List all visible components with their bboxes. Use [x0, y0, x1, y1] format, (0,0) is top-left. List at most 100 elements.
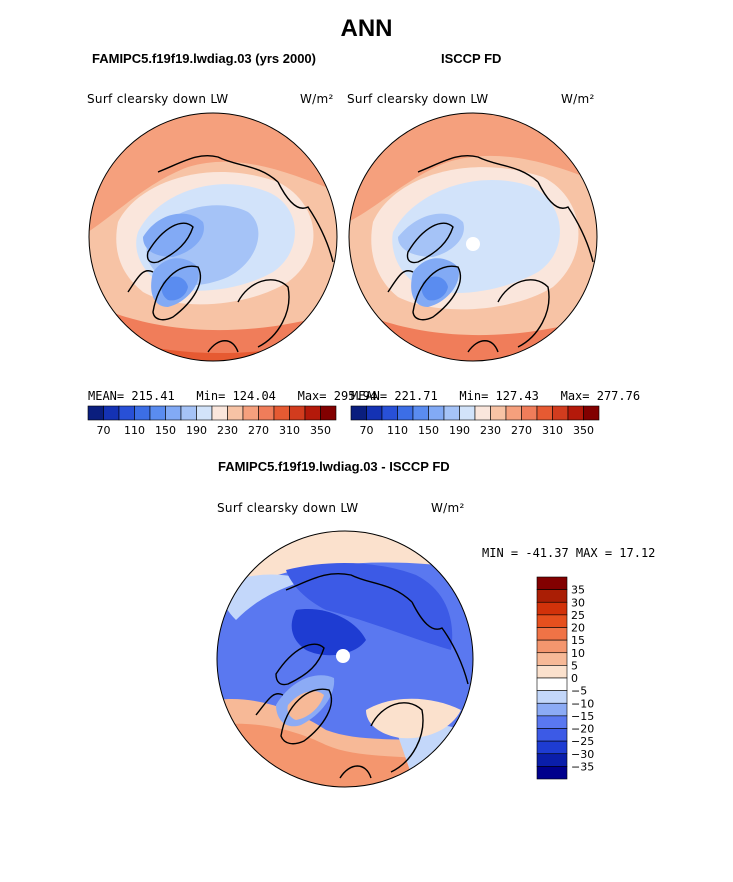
colorbar-diff-tick-label: −5	[571, 685, 587, 698]
colorbar-obs-swatch	[397, 405, 414, 421]
colorbar-model-swatch	[289, 405, 306, 421]
map-obs-pole-hole	[466, 237, 480, 251]
map-obs-coastlines	[387, 155, 594, 353]
colorbar-model-tick-label: 310	[279, 424, 300, 437]
map-diff-pole-hole	[336, 649, 350, 663]
map-diff-field-coldest	[291, 609, 366, 656]
map-obs-field-archipelago	[398, 213, 464, 257]
panel3-units: W/m²	[431, 501, 465, 515]
colorbar-obs-swatch	[412, 405, 429, 421]
colorbar-obs-swatch	[443, 405, 460, 421]
colorbar-diff-swatch	[536, 576, 568, 590]
panel2-variable: Surf clearsky down LW	[347, 92, 489, 106]
colorbar-diff-tick-label: 10	[571, 647, 585, 660]
panel2-mean: 221.71	[394, 389, 438, 403]
panel1-max: 295.94	[333, 389, 378, 403]
colorbar-diff-tick-label: −15	[571, 710, 594, 723]
colorbar-model-swatch	[118, 405, 135, 421]
colorbar-obs-swatch	[521, 405, 538, 421]
colorbar-model-swatch	[258, 405, 275, 421]
panel1-units: W/m²	[300, 92, 334, 106]
map-diff-field-greenland-warm	[287, 691, 324, 720]
colorbar-model-swatch	[149, 405, 166, 421]
panel1-heading: FAMIPC5.f19f19.lwdiag.03 (yrs 2000)	[92, 51, 316, 66]
panel2-min-label: Min=	[459, 389, 489, 403]
colorbar-obs-swatch	[459, 405, 476, 421]
colorbar-obs-tick-label: 270	[511, 424, 532, 437]
colorbar-model-swatch	[242, 405, 259, 421]
panel3-heading: FAMIPC5.f19f19.lwdiag.03 - ISCCP FD	[218, 459, 450, 474]
colorbar-diff-swatch	[536, 728, 568, 742]
colorbar-diff-swatch	[536, 766, 568, 780]
map-obs-field-greenland-core	[421, 276, 448, 301]
panel1-stats: MEAN= 215.41 Min= 124.04 Max= 295.94	[88, 389, 377, 403]
colorbar-obs-tick-label: 150	[418, 424, 439, 437]
panel1-mean-label: MEAN=	[88, 389, 125, 403]
colorbar-diff-tick-label: 35	[571, 584, 585, 597]
colorbar-model-swatch	[196, 405, 213, 421]
colorbar-diff-tick-label: 5	[571, 659, 578, 672]
colorbar-diff-swatch	[536, 601, 568, 616]
map-model	[88, 112, 338, 362]
panel1-min: 124.04	[232, 389, 276, 403]
colorbar-model-tick-label: 350	[310, 424, 331, 437]
map-diff-coastlines	[255, 573, 469, 779]
colorbar-model-tick-label: 110	[124, 424, 145, 437]
colorbar-model-swatch	[103, 405, 120, 421]
map-diff	[216, 530, 474, 788]
colorbar-model-tick-label: 150	[155, 424, 176, 437]
colorbar-diff-tick-label: −30	[571, 748, 594, 761]
colorbar-diff-tick-label: 20	[571, 622, 585, 635]
colorbar-diff-tick-label: 0	[571, 672, 578, 685]
map-obs-field-warm-north	[349, 113, 597, 222]
map-model-field-greenland-core	[161, 276, 188, 301]
colorbar-model-swatch	[180, 405, 197, 421]
panel2-mean-label: MEAN=	[351, 389, 388, 403]
map-diff-field-europe	[366, 698, 461, 739]
map-obs-border	[348, 112, 598, 362]
map-diff-border	[216, 530, 474, 788]
colorbar-diff-tick-label: 30	[571, 596, 585, 609]
panel2-min: 127.43	[495, 389, 539, 403]
colorbar-model-swatch	[87, 405, 104, 421]
colorbar-diff-swatch	[536, 715, 568, 729]
panel2-units: W/m²	[561, 92, 595, 106]
page-title: ANN	[340, 15, 393, 42]
colorbar-obs-swatch	[381, 405, 398, 421]
colorbar-model-tick-label: 230	[217, 424, 238, 437]
colorbar-diff-swatch	[536, 740, 568, 755]
colorbar-obs-swatch	[366, 405, 383, 421]
colorbar-obs: 70 110 150 190 230 270 310 350	[350, 405, 600, 437]
colorbar-model-tick-label: 190	[186, 424, 207, 437]
colorbar-diff-swatch	[536, 589, 568, 603]
colorbar-model-tick-label: 70	[97, 424, 111, 437]
colorbar-model-swatch	[165, 405, 182, 421]
colorbar-diff-swatch	[536, 753, 568, 767]
map-obs	[348, 112, 598, 362]
colorbar-diff-tick-label: 15	[571, 634, 585, 647]
colorbar-diff-swatch	[536, 614, 568, 628]
panel2-heading: ISCCP FD	[441, 51, 502, 66]
colorbar-diff-swatch	[536, 702, 568, 717]
colorbar-diff-swatch	[536, 677, 568, 691]
map-model-field-warm-north	[89, 113, 337, 232]
colorbar-model-tick-label: 270	[248, 424, 269, 437]
colorbar-model-swatch	[134, 405, 151, 421]
colorbar-diff-tick-label: −20	[571, 723, 594, 736]
colorbar-diff-tick-label: −25	[571, 735, 594, 748]
colorbar-obs-tick-label: 310	[542, 424, 563, 437]
colorbar-model-swatch	[304, 405, 321, 421]
panel1-mean: 215.41	[131, 389, 175, 403]
colorbar-obs-swatch	[350, 405, 367, 421]
colorbar-obs-swatch	[505, 405, 522, 421]
colorbar-obs-swatch	[490, 405, 507, 421]
colorbar-model-swatch	[227, 405, 244, 421]
colorbar-diff-swatch	[536, 665, 568, 679]
panel3-variable: Surf clearsky down LW	[217, 501, 359, 515]
colorbar-diff-tick-label: −35	[571, 760, 594, 773]
colorbar-model-swatch	[211, 405, 228, 421]
colorbar-diff-swatch	[536, 652, 568, 666]
colorbar-obs-swatch	[552, 405, 569, 421]
map-model-border	[88, 112, 338, 362]
